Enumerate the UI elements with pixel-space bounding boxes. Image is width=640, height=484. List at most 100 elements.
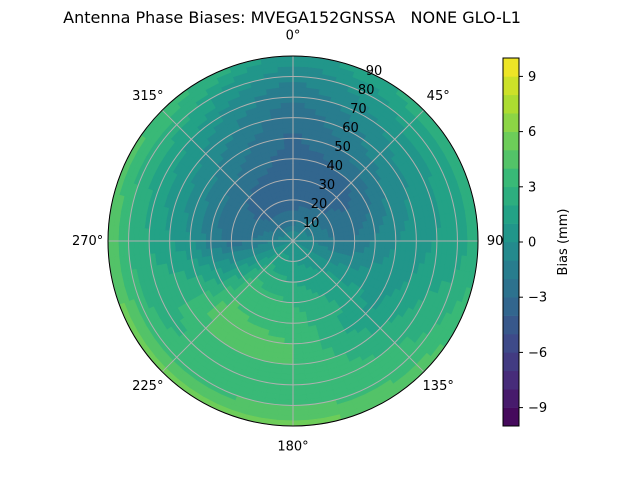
field-cell (289, 190, 293, 195)
field-cell (447, 227, 453, 241)
field-cell (293, 82, 307, 88)
colorbar-segment (503, 58, 519, 77)
field-cell (293, 302, 299, 307)
field-cell (221, 235, 226, 241)
colorbar-tick-label: −9 (528, 401, 547, 416)
field-cell (139, 241, 145, 254)
colorbar-segment (503, 352, 519, 371)
field-cell (441, 241, 447, 254)
field-cell (175, 231, 181, 241)
field-cell (411, 241, 417, 252)
field-cell (278, 410, 293, 416)
field-cell (354, 235, 359, 241)
field-cell (447, 241, 453, 255)
field-cell (344, 236, 349, 241)
field-cell (282, 359, 293, 365)
field-cell (293, 143, 302, 148)
field-cell (289, 200, 293, 205)
field-cell (293, 333, 302, 338)
colorbar-segment (503, 334, 519, 353)
colorbar-segment (503, 408, 519, 427)
field-cell (390, 241, 396, 250)
field-cell (287, 308, 293, 313)
field-cell (349, 236, 354, 241)
field-cell (159, 229, 165, 241)
field-cell (201, 233, 206, 241)
field-cell (221, 241, 226, 247)
field-cell (293, 308, 299, 313)
field-cell (426, 241, 432, 253)
field-cell (284, 338, 293, 344)
field-cell (293, 287, 297, 292)
field-cell (365, 241, 370, 248)
field-cell (370, 241, 375, 248)
field-cell (284, 333, 293, 338)
field-cell (154, 229, 160, 241)
field-cell (242, 241, 247, 245)
colorbar-segment (503, 371, 519, 390)
field-cell (283, 185, 288, 191)
field-cell (293, 138, 302, 144)
field-cell (286, 313, 293, 318)
colorbar-segment (503, 316, 519, 335)
colorbar-segment (503, 132, 519, 151)
field-cell (293, 313, 300, 318)
field-cell (242, 245, 248, 250)
field-cell (293, 169, 299, 174)
field-cell (421, 229, 427, 241)
field-cell (283, 349, 293, 355)
field-cell (159, 241, 165, 253)
field-cell (293, 66, 308, 72)
field-cell (211, 234, 216, 241)
r-tick-label: 60 (342, 121, 359, 136)
field-cell (286, 159, 293, 164)
field-cell (180, 231, 186, 241)
theta-tick-label: 225° (132, 379, 163, 394)
field-cell (236, 236, 241, 241)
field-cell (281, 102, 293, 108)
field-cell (206, 241, 211, 249)
field-cell (380, 233, 385, 241)
colorbar-tick-label: 3 (528, 180, 536, 195)
field-cell (462, 241, 468, 256)
field-cell (226, 235, 231, 241)
field-cell (180, 241, 186, 251)
colorbar-tick-label: 0 (528, 236, 536, 251)
field-cell (288, 297, 293, 302)
field-cell (293, 338, 302, 344)
field-cell (385, 232, 390, 241)
field-cell (426, 229, 432, 241)
field-cell (293, 128, 303, 134)
field-cell (293, 184, 298, 189)
field-cell (406, 231, 412, 241)
field-cell (118, 226, 124, 241)
field-cell (441, 228, 447, 241)
field-cell (282, 118, 293, 124)
field-cell (285, 323, 293, 328)
colorbar-tick-label: −3 (528, 291, 547, 306)
field-cell (375, 233, 380, 241)
field-cell (278, 66, 293, 72)
colorbar-segment (503, 389, 519, 408)
field-cell (370, 234, 375, 241)
field-cell (283, 128, 293, 134)
field-cell (195, 241, 200, 250)
field-cell (236, 241, 241, 246)
field-cell (284, 138, 293, 144)
field-cell (390, 232, 396, 241)
field-cell (293, 349, 303, 355)
colorbar-segment (503, 76, 519, 95)
field-cell (293, 118, 304, 124)
field-cell (293, 374, 305, 380)
field-cell (293, 328, 301, 333)
field-cell (293, 277, 297, 282)
field-cell (287, 169, 293, 174)
field-cell (365, 234, 370, 241)
field-cell (288, 292, 293, 297)
field-cell (344, 231, 350, 236)
field-cell (462, 226, 468, 241)
field-cell (293, 410, 308, 416)
field-cell (293, 102, 305, 108)
